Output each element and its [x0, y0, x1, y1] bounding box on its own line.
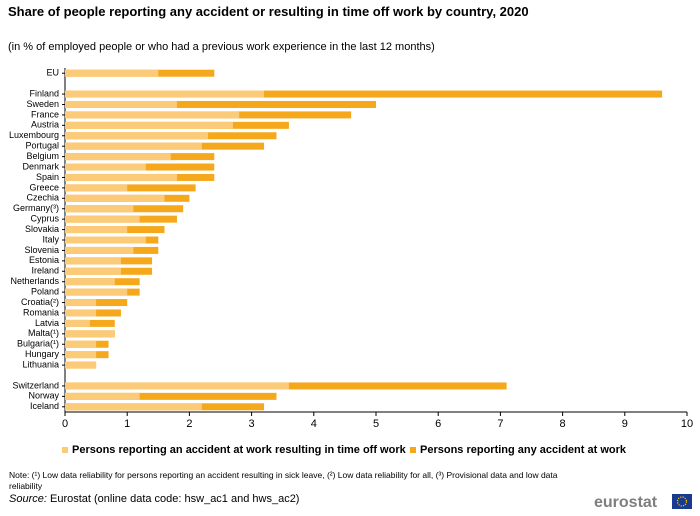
bar — [65, 163, 146, 171]
logo-text: eurostat — [594, 494, 658, 511]
y-tick-label: Sweden — [26, 99, 59, 109]
bar — [65, 90, 265, 98]
bar — [65, 153, 171, 161]
source-text: Eurostat (online data code: hsw_ac1 and … — [49, 493, 300, 505]
y-tick-label: Greece — [29, 182, 59, 192]
bar — [65, 194, 165, 202]
bar — [65, 319, 90, 327]
y-tick-label: Slovakia — [25, 224, 59, 234]
y-tick-label: Croatia(²) — [21, 297, 59, 307]
x-tick-label: 7 — [497, 418, 503, 430]
y-tick-label: Lithuania — [22, 359, 59, 369]
x-tick-label: 4 — [311, 418, 317, 430]
x-tick-label: 6 — [435, 418, 441, 430]
y-tick-label: Bulgaria(¹) — [17, 339, 59, 349]
bar — [65, 100, 177, 108]
bar — [65, 69, 159, 77]
bar — [65, 100, 376, 108]
y-tick-label: Cyprus — [30, 214, 59, 224]
bar — [65, 226, 128, 234]
source-label: Source: — [9, 493, 47, 505]
eu-flag — [672, 494, 692, 509]
bar — [65, 132, 209, 140]
bar — [65, 392, 140, 400]
y-tick-label: Denmark — [22, 161, 59, 171]
y-tick-label: Hungary — [25, 349, 60, 359]
bar — [65, 121, 233, 129]
y-tick-label: Norway — [28, 391, 59, 401]
x-tick-label: 9 — [622, 418, 628, 430]
y-tick-label: Iceland — [30, 401, 59, 411]
legend-swatch — [410, 447, 416, 453]
bar — [65, 90, 663, 98]
y-tick-label: Germany(³) — [13, 203, 59, 213]
chart-title: Share of people reporting any accident o… — [8, 4, 529, 19]
y-tick-label: EU — [46, 68, 59, 78]
y-tick-label: Italy — [42, 234, 59, 244]
y-tick-label: Czechia — [26, 193, 59, 203]
y-tick-label: Romania — [23, 307, 59, 317]
bar — [65, 236, 146, 244]
x-tick-label: 5 — [373, 418, 379, 430]
bar — [65, 111, 240, 119]
bar — [65, 288, 128, 296]
bar — [65, 278, 115, 286]
y-tick-label: Spain — [36, 172, 59, 182]
bar — [65, 382, 289, 390]
eu-stars — [676, 496, 688, 507]
x-tick-label: 8 — [560, 418, 566, 430]
bar — [65, 309, 97, 317]
y-tick-label: Switzerland — [12, 380, 59, 390]
bar — [65, 392, 277, 400]
bar — [65, 330, 115, 338]
bar — [65, 403, 202, 411]
y-tick-label: Finland — [29, 88, 59, 98]
bar — [65, 173, 177, 181]
bar — [65, 142, 202, 150]
x-tick-label: 10 — [681, 418, 693, 430]
y-tick-label: Belgium — [26, 151, 59, 161]
bar — [65, 215, 140, 223]
y-tick-label: Malta(¹) — [28, 328, 59, 338]
y-tick-label: Austria — [31, 120, 59, 130]
legend-label: Persons reporting any accident at work — [420, 444, 627, 456]
y-tick-label: Slovenia — [24, 245, 59, 255]
bar — [65, 361, 97, 369]
logo: eurostat — [594, 494, 692, 511]
bar — [65, 299, 97, 307]
bar — [65, 205, 134, 213]
y-tick-label: France — [31, 109, 59, 119]
y-tick-label: Estonia — [29, 255, 59, 265]
y-tick-label: Latvia — [35, 318, 59, 328]
y-tick-label: Luxembourg — [9, 130, 59, 140]
bar — [65, 184, 128, 192]
chart-title: Share of people reporting any accident o… — [8, 4, 529, 19]
bar — [65, 351, 97, 359]
x-tick-label: 0 — [62, 418, 68, 430]
y-tick-label: Portugal — [25, 141, 59, 151]
legend-label: Persons reporting an accident at work re… — [72, 444, 407, 456]
bar — [65, 267, 121, 275]
x-tick-label: 3 — [249, 418, 255, 430]
bar — [65, 184, 196, 192]
bar — [65, 246, 134, 254]
y-tick-label: Ireland — [31, 266, 59, 276]
y-tick-label: Poland — [31, 286, 59, 296]
x-tick-label: 2 — [186, 418, 192, 430]
chart-subtitle: (in % of employed people or who had a pr… — [8, 41, 435, 53]
source: Source: Eurostat (online data code: hsw_… — [9, 493, 299, 505]
bar — [65, 257, 121, 265]
y-tick-label: Netherlands — [10, 276, 59, 286]
note: Note: (¹) Low data reliability for perso… — [9, 470, 558, 491]
x-tick-label: 1 — [124, 418, 130, 430]
bar — [65, 340, 97, 348]
legend-swatch — [62, 447, 68, 453]
